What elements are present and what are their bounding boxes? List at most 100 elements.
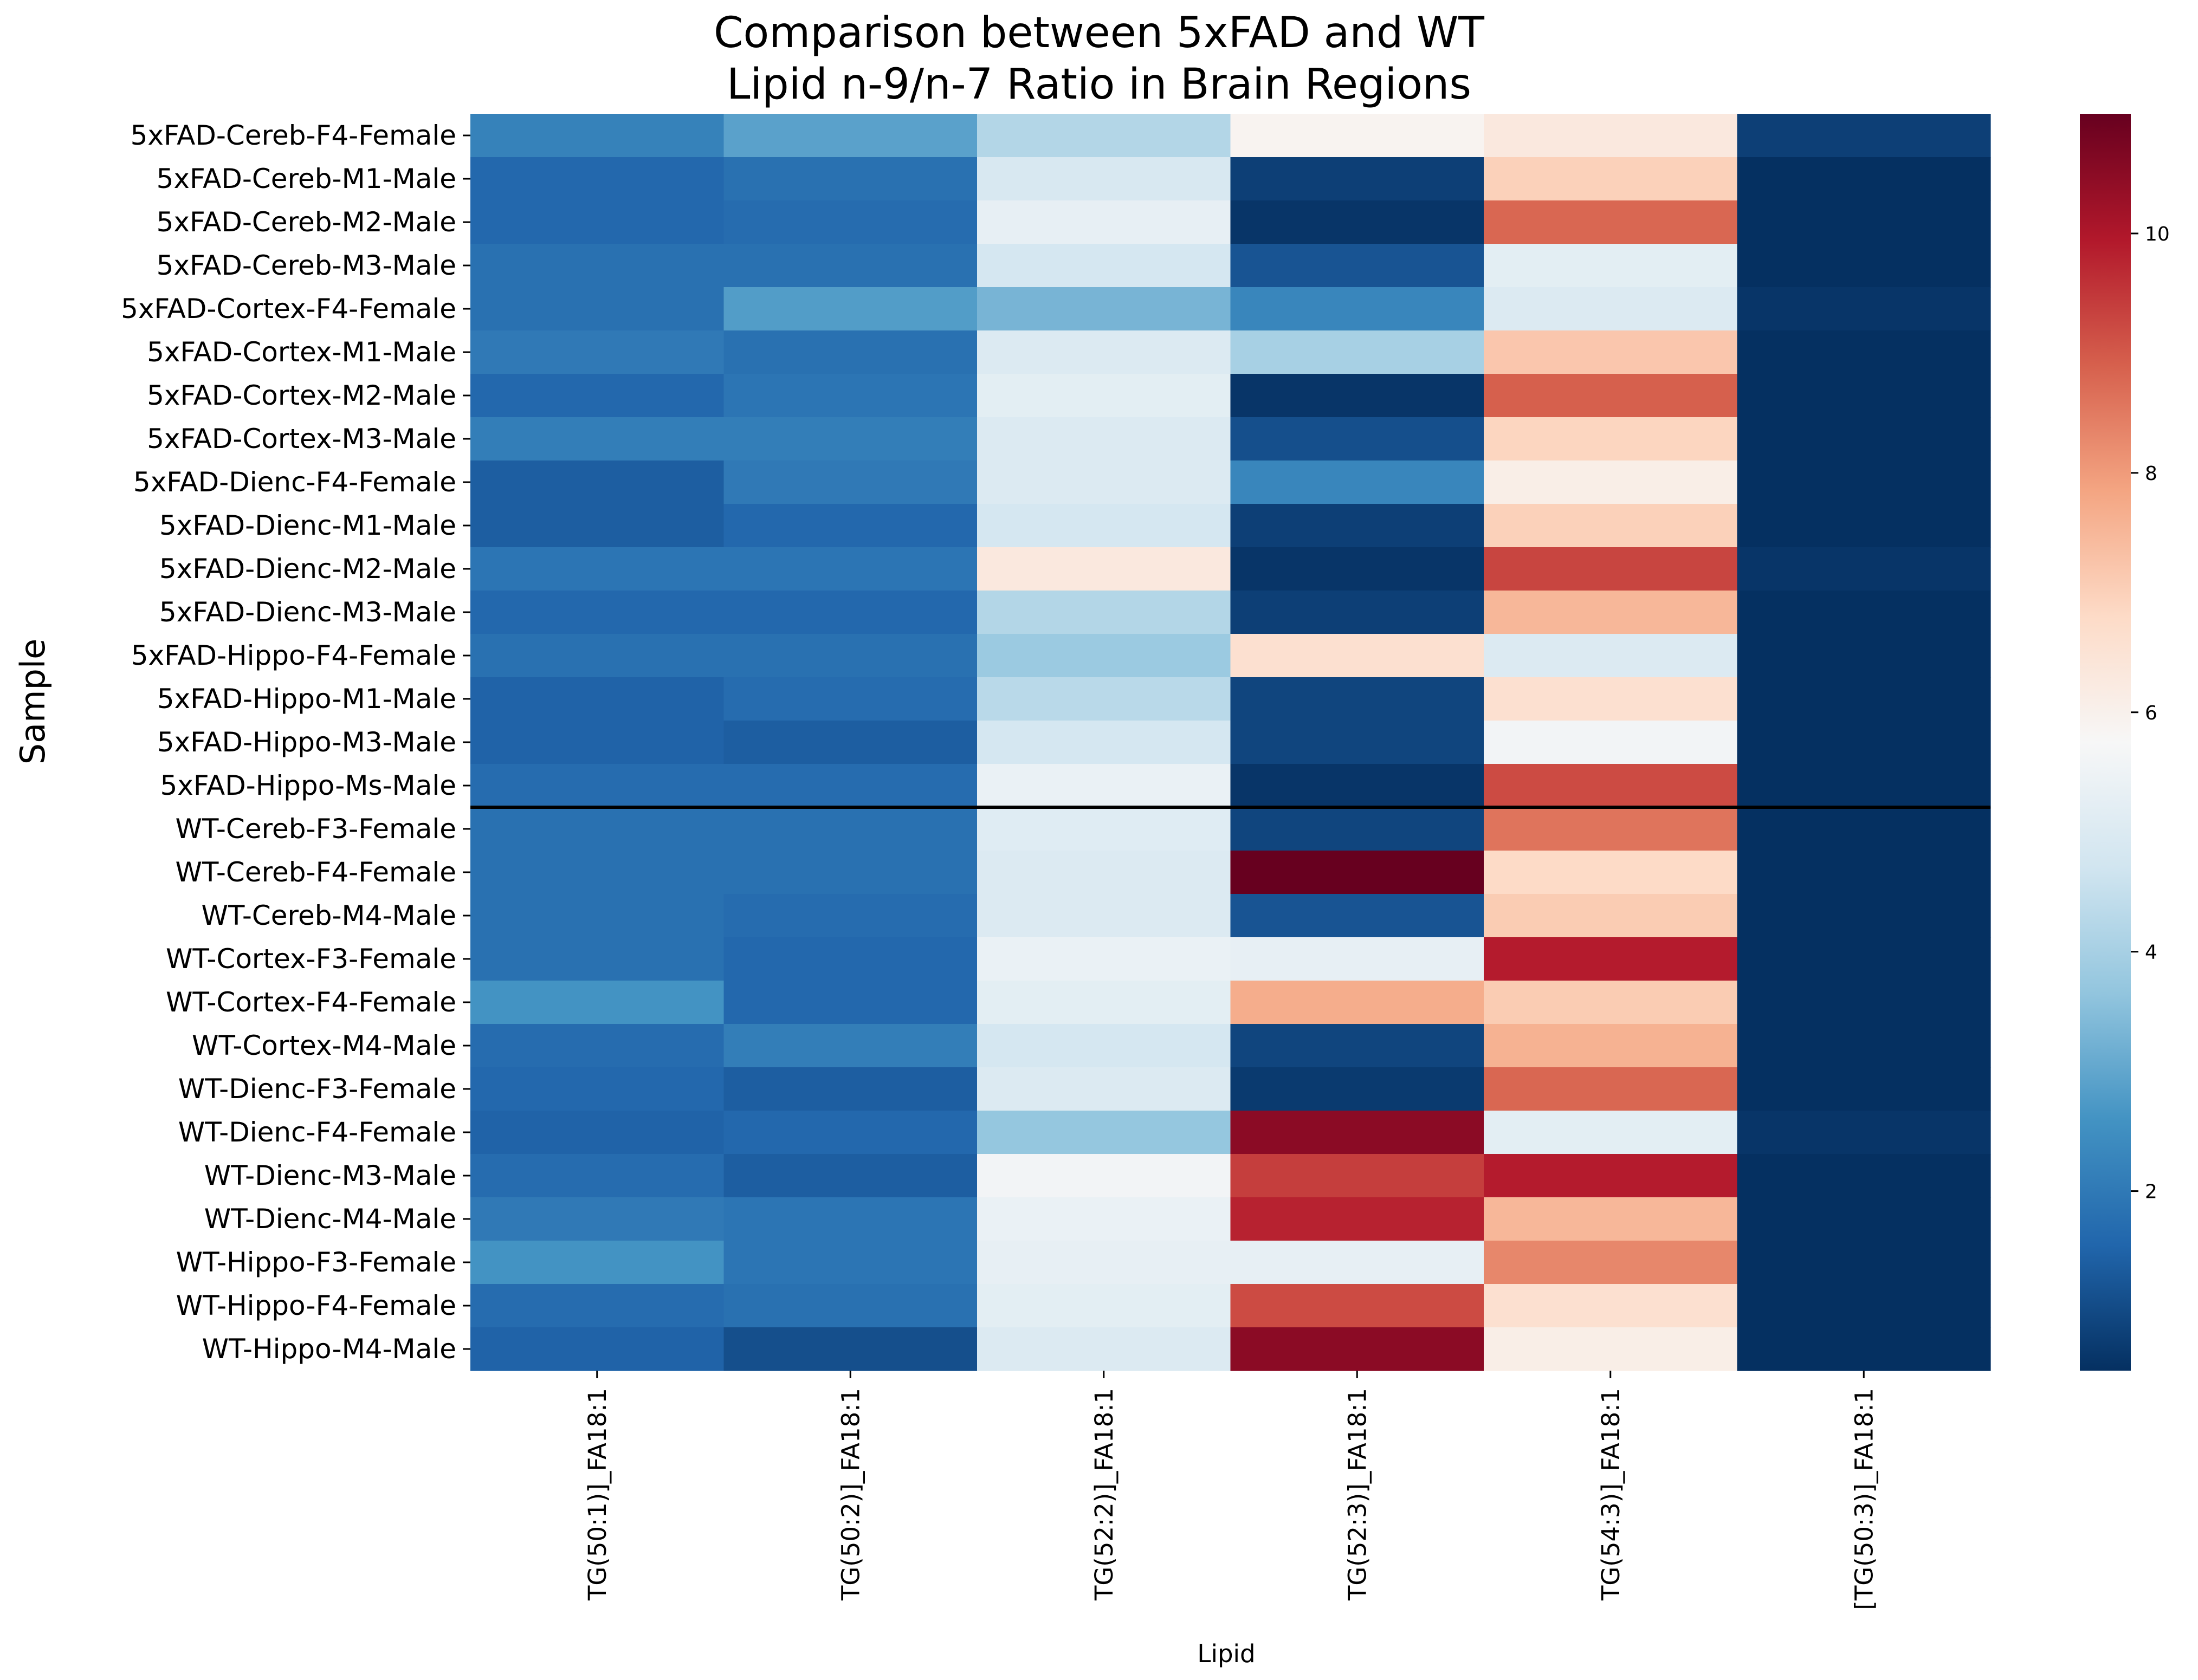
heatmap-cell xyxy=(1484,807,1738,851)
heatmap-cell xyxy=(1737,851,1991,894)
heatmap-cell xyxy=(470,374,725,418)
heatmap-cell xyxy=(1230,157,1484,201)
heatmap-cell xyxy=(1230,460,1484,504)
heatmap-cell xyxy=(1230,1111,1484,1154)
heatmap-cell xyxy=(470,417,725,461)
heatmap-cell xyxy=(1484,1067,1738,1111)
colorbar-tick-label: 4 xyxy=(2145,942,2157,964)
y-tick-label: WT-Cereb-M4-Male xyxy=(201,900,456,931)
heatmap-cell xyxy=(723,200,978,244)
y-tick-labels: 5xFAD-Cereb-F4-Female 5xFAD-Cereb-M1-Male… xyxy=(121,120,470,1365)
heatmap-cell xyxy=(1230,1284,1484,1328)
heatmap-cell xyxy=(1484,1154,1738,1198)
heatmap-cells xyxy=(470,114,1991,1371)
heatmap-cell xyxy=(1484,1241,1738,1285)
heatmap-cell xyxy=(1737,764,1991,808)
heatmap-cell xyxy=(723,157,978,201)
heatmap-cell xyxy=(723,1154,978,1198)
heatmap-cell xyxy=(723,1241,978,1285)
heatmap-cell xyxy=(977,114,1231,158)
heatmap-cell xyxy=(470,677,725,721)
y-axis-label: Sample xyxy=(13,639,53,764)
y-tick-label: 5xFAD-Hippo-F4-Female xyxy=(131,640,456,671)
heatmap-cell xyxy=(470,807,725,851)
heatmap-cell xyxy=(1737,894,1991,938)
heatmap-cell xyxy=(977,460,1231,504)
chart-title-line-1: Comparison between 5xFAD and WT xyxy=(714,9,1484,57)
heatmap-cell xyxy=(1484,200,1738,244)
y-tick-label: WT-Cortex-F3-Female xyxy=(166,943,456,975)
heatmap-cell xyxy=(470,764,725,808)
heatmap-cell xyxy=(1737,1241,1991,1285)
heatmap-cell xyxy=(1484,894,1738,938)
heatmap-cell xyxy=(1737,1154,1991,1198)
heatmap-cell xyxy=(977,591,1231,634)
heatmap-cell xyxy=(977,677,1231,721)
heatmap-cell xyxy=(1230,591,1484,634)
y-tick-label: 5xFAD-Cortex-F4-Female xyxy=(121,293,456,325)
y-tick-label: 5xFAD-Hippo-M1-Male xyxy=(157,683,456,715)
heatmap-cell xyxy=(1737,807,1991,851)
heatmap-cell xyxy=(977,287,1231,331)
heatmap-cell xyxy=(1230,547,1484,591)
y-tick-label: 5xFAD-Cortex-M3-Male xyxy=(147,423,456,455)
heatmap-cell xyxy=(1737,200,1991,244)
heatmap-cell xyxy=(723,244,978,288)
heatmap-cell xyxy=(977,851,1231,894)
x-tick-label: TG(50:1)]_FA18:1 xyxy=(583,1388,612,1601)
heatmap-cell xyxy=(1737,1024,1991,1068)
heatmap-cell xyxy=(977,374,1231,418)
heatmap-cell xyxy=(723,330,978,374)
y-tick-label: WT-Cereb-F4-Female xyxy=(175,857,456,888)
heatmap-cell xyxy=(1484,417,1738,461)
heatmap-cell xyxy=(1484,721,1738,764)
heatmap-cell xyxy=(723,764,978,808)
heatmap-cell xyxy=(723,417,978,461)
heatmap-cell xyxy=(723,894,978,938)
heatmap-cell xyxy=(1484,937,1738,981)
y-tick-label: WT-Cortex-F4-Female xyxy=(166,987,456,1018)
heatmap-cell xyxy=(1484,114,1738,158)
heatmap-cell xyxy=(723,591,978,634)
heatmap-cell xyxy=(723,634,978,678)
heatmap-cell xyxy=(1484,330,1738,374)
heatmap-cell xyxy=(1737,1111,1991,1154)
heatmap-cell xyxy=(1230,287,1484,331)
x-axis-label: Lipid xyxy=(1197,1639,1255,1668)
heatmap-cell xyxy=(977,417,1231,461)
chart-title-line-2: Lipid n-9/n-7 Ratio in Brain Regions xyxy=(727,60,1471,109)
heatmap-cell xyxy=(470,1197,725,1241)
heatmap-cell xyxy=(977,1024,1231,1068)
heatmap-cell xyxy=(1737,1284,1991,1328)
heatmap-cell xyxy=(1737,1197,1991,1241)
heatmap-cell xyxy=(1230,851,1484,894)
heatmap-cell xyxy=(977,1067,1231,1111)
heatmap-cell xyxy=(1737,374,1991,418)
heatmap-cell xyxy=(1737,330,1991,374)
heatmap-cell xyxy=(1737,721,1991,764)
heatmap-cell xyxy=(1230,1024,1484,1068)
heatmap-cell xyxy=(723,981,978,1024)
heatmap-cell xyxy=(1484,1111,1738,1154)
heatmap-cell xyxy=(723,287,978,331)
heatmap-cell xyxy=(723,374,978,418)
heatmap-cell xyxy=(977,244,1231,288)
heatmap-cell xyxy=(470,1327,725,1371)
heatmap-cell xyxy=(977,1197,1231,1241)
heatmap-cell xyxy=(977,547,1231,591)
heatmap-cell xyxy=(1737,591,1991,634)
colorbar-ticks: 2 4 6 8 10 xyxy=(2131,223,2170,1203)
heatmap-cell xyxy=(1737,634,1991,678)
heatmap-cell xyxy=(470,851,725,894)
colorbar-tick-label: 6 xyxy=(2145,702,2157,724)
heatmap-cell xyxy=(1484,460,1738,504)
y-tick-label: 5xFAD-Hippo-M3-Male xyxy=(157,727,456,758)
x-tick-label: [TG(50:3)]_FA18:1 xyxy=(1850,1388,1878,1610)
heatmap-cell xyxy=(470,114,725,158)
y-tick-label: WT-Dienc-M3-Male xyxy=(204,1160,456,1191)
heatmap-cell xyxy=(470,894,725,938)
heatmap-cell xyxy=(1230,330,1484,374)
heatmap-cell xyxy=(1484,634,1738,678)
heatmap-cell xyxy=(977,157,1231,201)
